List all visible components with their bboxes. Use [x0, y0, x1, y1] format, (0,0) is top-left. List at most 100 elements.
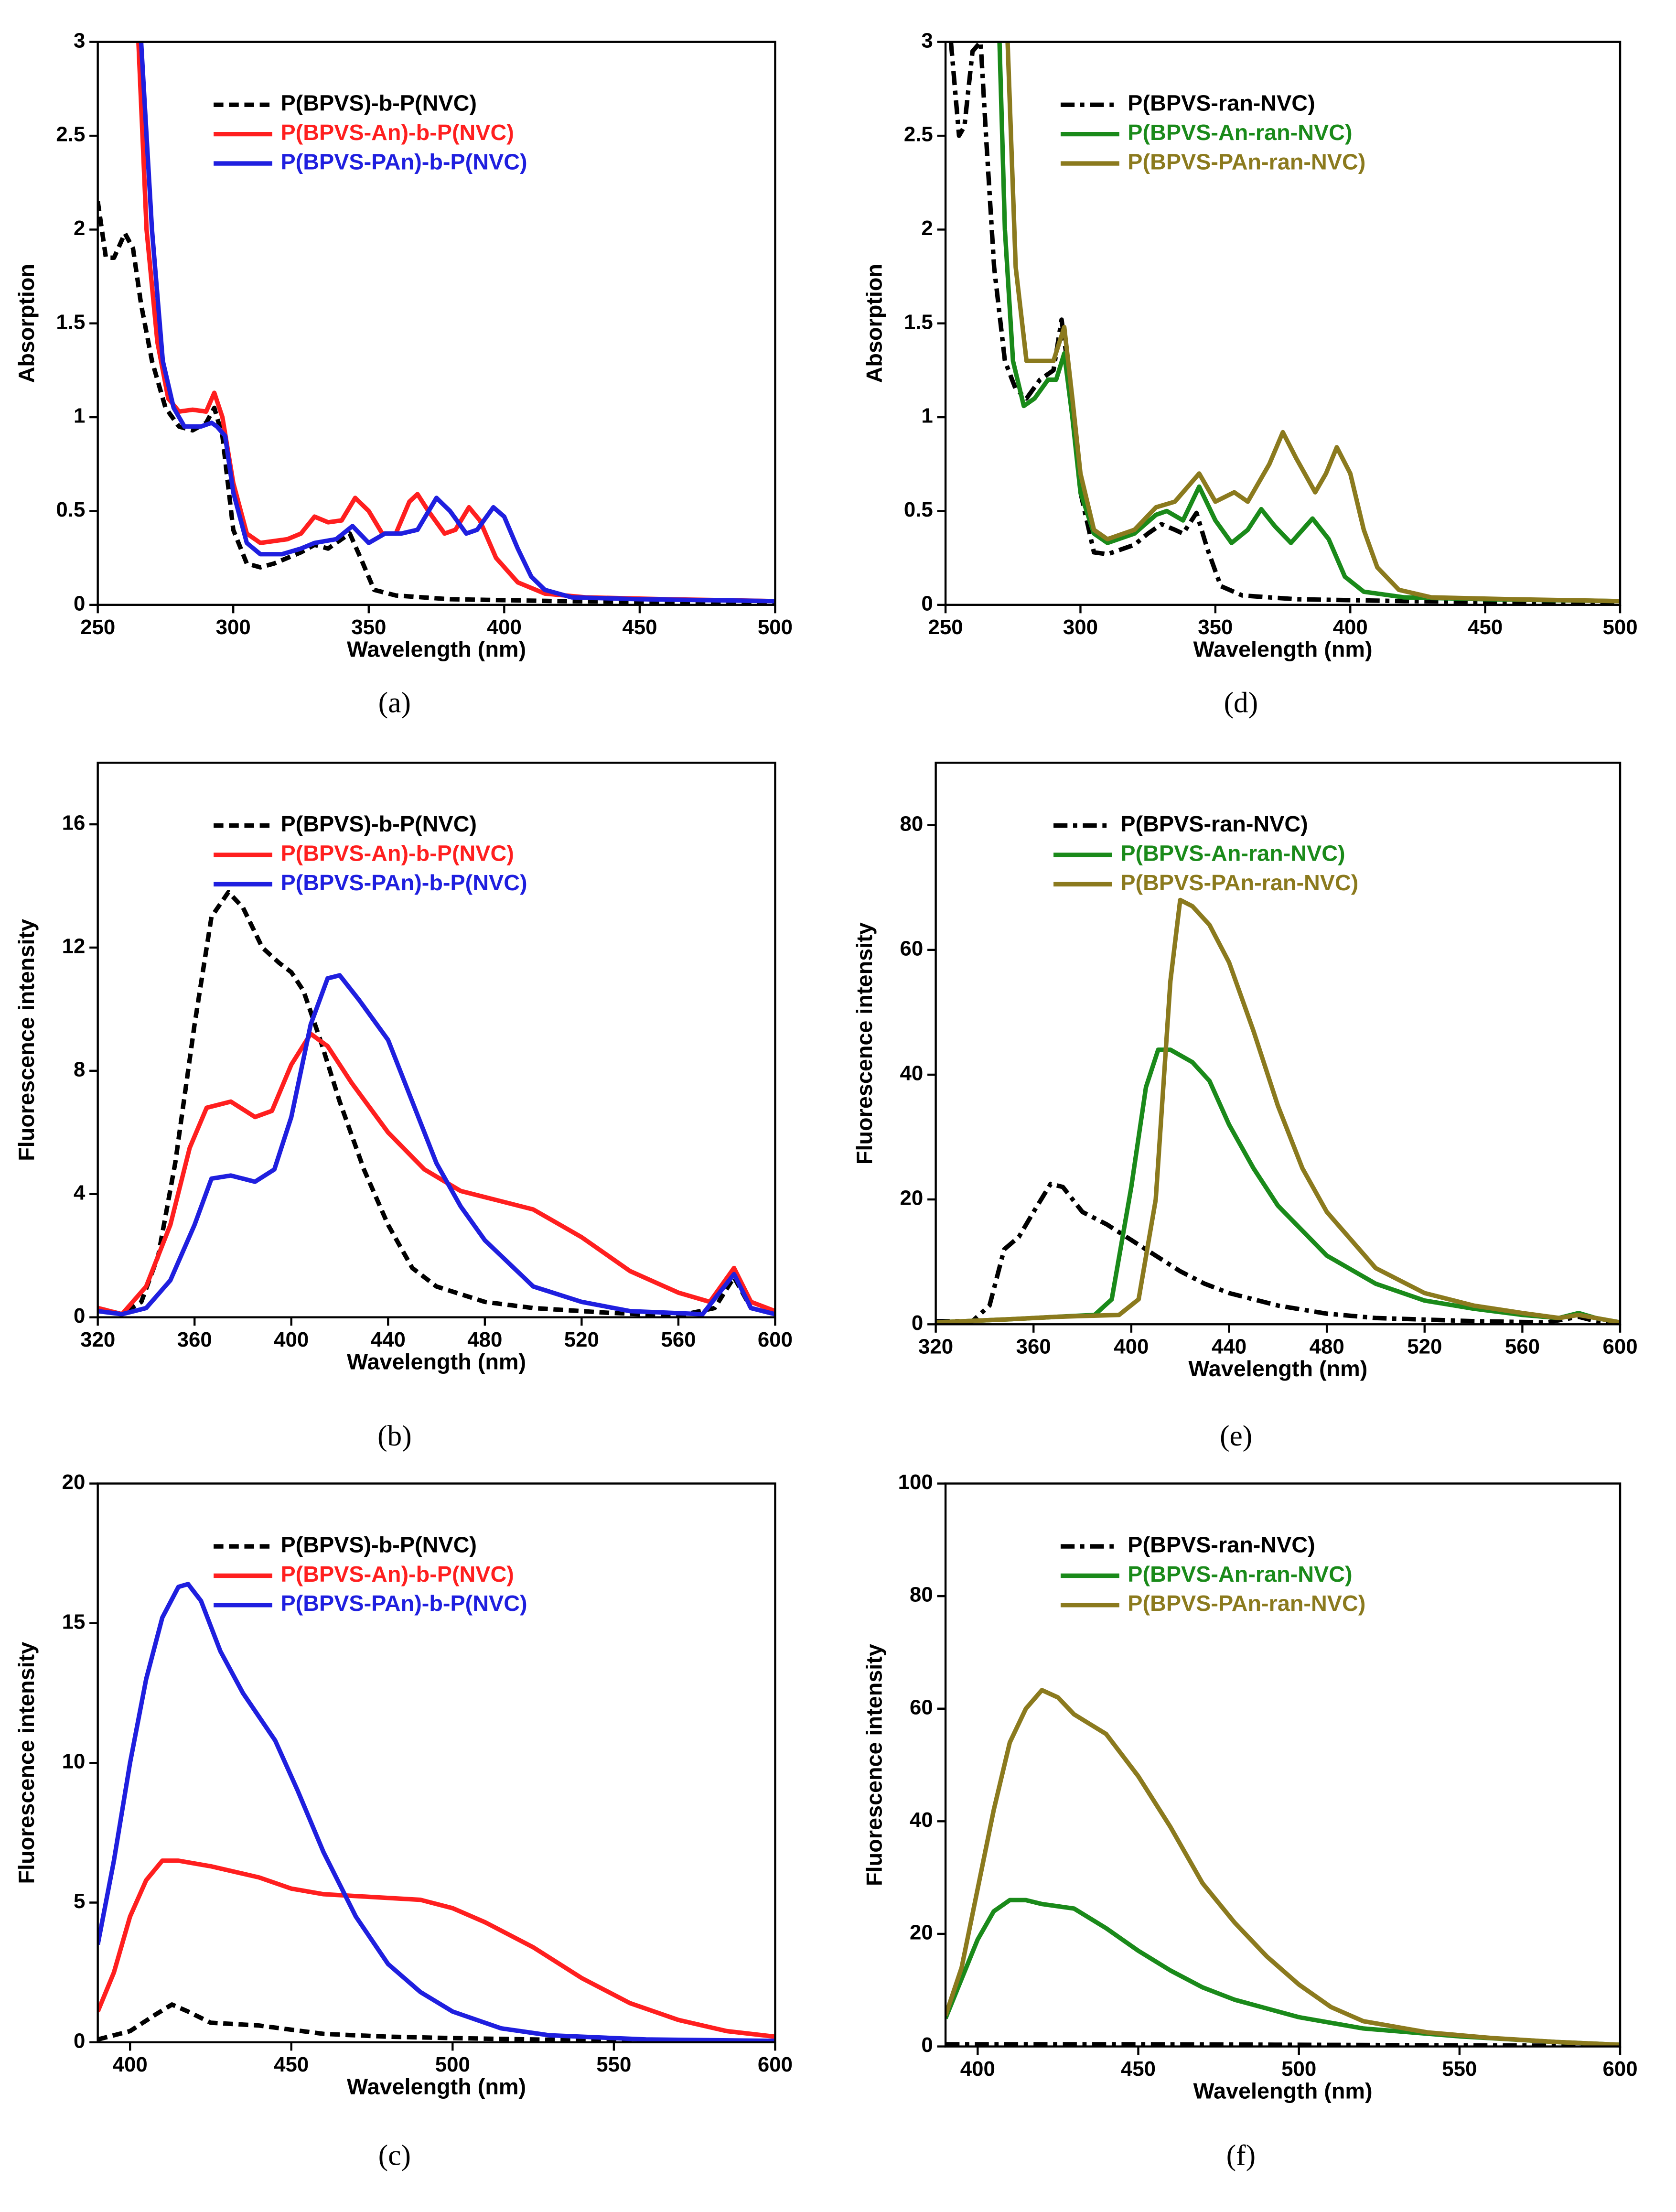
y-tick-label: 15: [62, 1610, 86, 1633]
y-axis-label: Absorption: [861, 264, 886, 383]
series-line: [945, 1688, 1621, 2047]
x-tick-label: 600: [1602, 2057, 1637, 2081]
chart-panel: 250 300 350 400 450 500 0 0.5 1 1.5 2 2.5 3 Wavelengt…: [861, 29, 1637, 719]
series-line: [935, 1181, 1621, 1325]
y-axis-label: Absorption: [14, 264, 39, 383]
x-tick-label: 450: [274, 2053, 309, 2076]
x-tick-label: 600: [758, 1328, 793, 1351]
x-axis-label: Wavelength (nm): [347, 637, 526, 662]
x-tick-label: 360: [1016, 1335, 1051, 1359]
legend-label: P(BPVS-PAn-ran-NVC): [1120, 870, 1358, 895]
series-line: [97, 1031, 775, 1316]
x-tick-label: 500: [758, 615, 793, 639]
x-tick-label: 560: [661, 1328, 696, 1351]
legend-label: P(BPVS-PAn)-b-P(NVC): [280, 149, 527, 174]
plot-frame: [944, 41, 1622, 606]
y-tick-label: 4: [74, 1181, 86, 1204]
y-tick-label: 40: [900, 1062, 924, 1085]
y-tick-label: 0: [921, 592, 933, 615]
x-tick-label: 440: [371, 1328, 406, 1351]
x-tick-label: 400: [487, 615, 522, 639]
legend-label: P(BPVS-PAn-ran-NVC): [1128, 1591, 1365, 1616]
y-tick-label: 80: [900, 812, 924, 835]
y-tick-label: 40: [910, 1808, 933, 1832]
y-tick-label: 8: [74, 1057, 85, 1081]
y-tick-label: 20: [910, 1921, 933, 1944]
x-tick-label: 550: [596, 2053, 631, 2076]
y-tick-label: 2: [74, 216, 85, 240]
y-tick-label: 0: [921, 2033, 933, 2057]
series-line: [97, 2002, 775, 2042]
series-line: [139, 42, 775, 604]
y-tick-label: 0: [74, 1304, 85, 1327]
series-line: [97, 1582, 775, 2042]
legend-label: P(BPVS-An-ran-NVC): [1128, 120, 1352, 145]
x-tick-label: 350: [1198, 615, 1233, 639]
y-tick-label: 2.5: [56, 123, 85, 146]
x-tick-label: 560: [1505, 1335, 1540, 1359]
x-axis-label: Wavelength (nm): [1188, 1356, 1367, 1381]
x-tick-label: 480: [467, 1328, 502, 1351]
legend-label: P(BPVS)-b-P(NVC): [280, 811, 476, 836]
plot-frame: [97, 1482, 776, 2044]
legend-label: P(BPVS-PAn-ran-NVC): [1128, 149, 1365, 174]
y-tick-label: 60: [900, 937, 924, 960]
series-line: [1005, 42, 1621, 604]
legend-label: P(BPVS-An)-b-P(NVC): [280, 841, 514, 865]
y-axis-label: Fluorescence intensity: [14, 1642, 39, 1884]
x-tick-label: 520: [564, 1328, 599, 1351]
y-tick-label: 16: [62, 811, 86, 835]
y-axis-label: Fluorescence intensity: [14, 919, 39, 1161]
x-tick-label: 450: [622, 615, 657, 639]
plot-frame: [97, 41, 776, 606]
y-tick-label: 20: [62, 1470, 86, 1494]
y-axis-label: Fluorescence intensity: [852, 922, 877, 1165]
y-tick-label: 0: [74, 592, 85, 615]
caption: (f): [1226, 2139, 1256, 2172]
series-line: [935, 897, 1621, 1325]
x-tick-label: 450: [1468, 615, 1503, 639]
y-tick-label: 1.5: [56, 310, 85, 334]
series-line: [97, 973, 775, 1316]
chart-panel: 250 300 350 400 450 500 0 0.5 1 1.5 2 2.5 3 Wavelengt…: [14, 29, 793, 719]
series-line: [945, 1898, 1621, 2047]
y-tick-label: 60: [910, 1695, 933, 1719]
chart-panel: 320 360 400 440 480 520 560 600 0 20 40 60 80 Wavelen…: [852, 761, 1638, 1452]
x-tick-label: 400: [1333, 615, 1368, 639]
y-tick-label: 3: [74, 29, 85, 52]
caption: (b): [377, 1420, 412, 1452]
y-tick-label: 2.5: [904, 123, 933, 146]
y-tick-label: 20: [900, 1187, 924, 1210]
x-tick-label: 400: [1114, 1335, 1149, 1359]
y-tick-label: 0.5: [56, 498, 85, 521]
legend-label: P(BPVS-ran-NVC): [1120, 811, 1308, 836]
chart-panel: 400 450 500 550 600 0 5 10 15 20 Wavelength (nm) Fl…: [14, 1470, 793, 2171]
y-tick-label: 1: [74, 404, 85, 428]
x-tick-label: 400: [274, 1328, 309, 1351]
series-line: [97, 201, 775, 605]
legend-label: P(BPVS-An-ran-NVC): [1128, 1562, 1352, 1586]
legend-label: P(BPVS-PAn)-b-P(NVC): [280, 870, 527, 895]
caption: (d): [1224, 686, 1258, 719]
chart-panel: 400 450 500 550 600 0 20 40 60 80 100 Wavelength (n…: [861, 1470, 1637, 2171]
x-tick-label: 320: [918, 1335, 953, 1359]
x-tick-label: 500: [1281, 2057, 1316, 2081]
y-tick-label: 0.5: [904, 498, 933, 521]
x-tick-label: 250: [928, 615, 963, 639]
chart-panel: 320 360 400 440 480 520 560 600 0 4 8 12 16 Wavelengt…: [14, 761, 793, 1452]
x-tick-label: 500: [1602, 615, 1637, 639]
x-tick-label: 440: [1212, 1335, 1246, 1359]
x-tick-label: 300: [1063, 615, 1098, 639]
x-axis-label: Wavelength (nm): [347, 1349, 526, 1374]
y-tick-label: 10: [62, 1750, 86, 1773]
legend-label: P(BPVS-PAn)-b-P(NVC): [280, 1591, 527, 1616]
y-tick-label: 1: [921, 404, 933, 428]
x-tick-label: 600: [758, 2053, 793, 2076]
x-tick-label: 520: [1407, 1335, 1442, 1359]
y-tick-label: 1.5: [904, 310, 933, 334]
legend-label: P(BPVS-An-ran-NVC): [1120, 841, 1345, 865]
x-tick-label: 250: [80, 615, 115, 639]
legend-label: P(BPVS-ran-NVC): [1128, 91, 1315, 116]
